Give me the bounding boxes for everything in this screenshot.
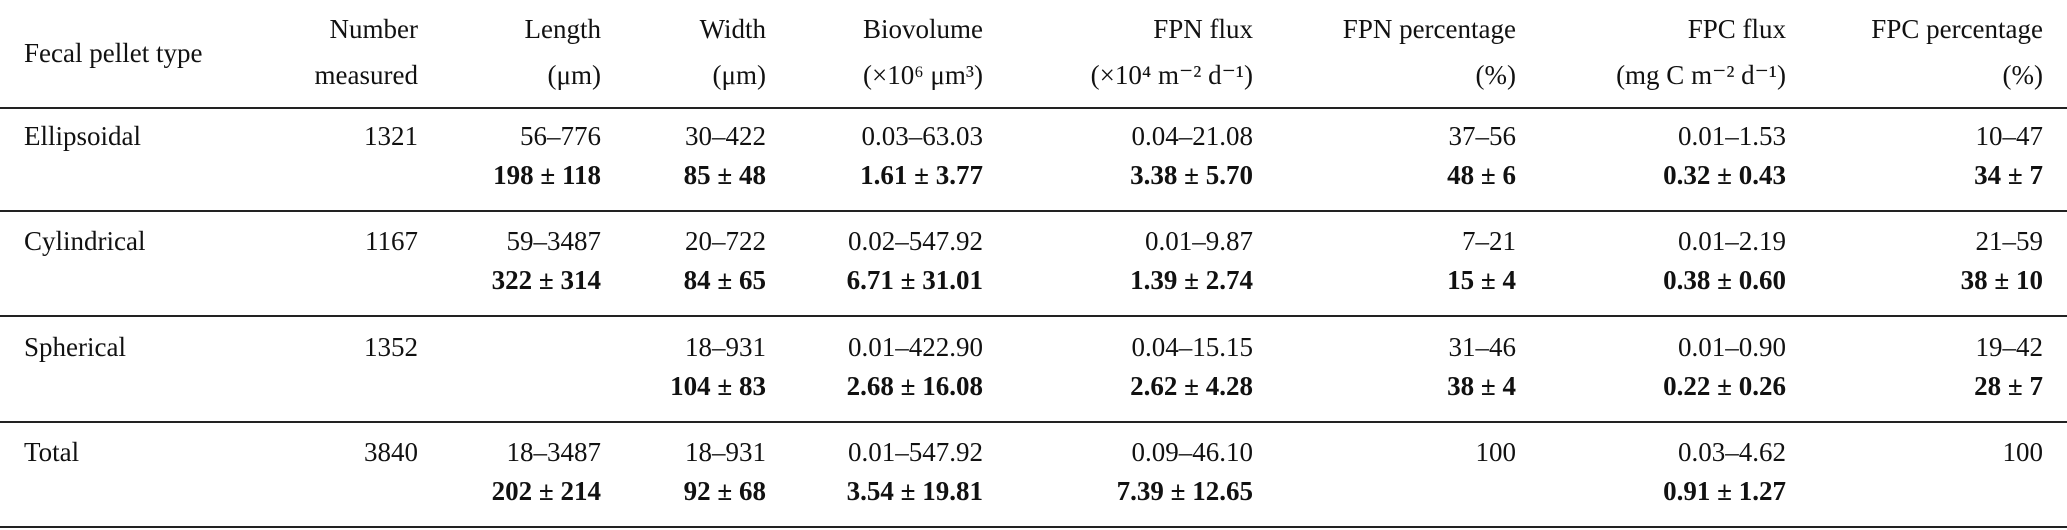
cell-mean: 0.32 ± 0.43 <box>1663 160 1786 190</box>
cell: 3840 <box>364 437 418 468</box>
cell-range: 7–21 <box>1462 226 1516 257</box>
header: measured <box>314 60 418 90</box>
header: (μm) <box>712 60 766 90</box>
rule <box>0 210 2067 212</box>
cell-range: 56–776 <box>520 121 601 151</box>
cell-range: 10–47 <box>1975 121 2044 151</box>
header: Fecal pellet type <box>24 38 203 68</box>
cell-range: 0.01–2.19 <box>1678 226 1786 257</box>
header: (%) <box>2002 60 2043 90</box>
cell-mean: 84 ± 65 <box>683 265 766 296</box>
cell-range: 59–3487 <box>506 226 602 257</box>
header: Width <box>699 14 766 44</box>
cell-mean: 15 ± 4 <box>1447 265 1516 296</box>
header: FPC percentage <box>1871 14 2043 44</box>
cell-range: 0.01–547.92 <box>848 437 983 468</box>
cell-range: 0.01–422.90 <box>848 331 983 362</box>
cell-range: 0.01–1.53 <box>1678 121 1786 151</box>
cell-range: 0.01–0.90 <box>1678 331 1786 362</box>
header: Biovolume <box>863 14 983 44</box>
cell-mean: 6.71 ± 31.01 <box>846 265 983 296</box>
cell-range: 0.09–46.10 <box>1131 437 1254 468</box>
header: (mg C m⁻² d⁻¹) <box>1616 60 1786 90</box>
header: (μm) <box>547 60 601 90</box>
cell-mean: 85 ± 48 <box>683 160 766 190</box>
cell-range: 30–422 <box>685 121 766 151</box>
cell-range: 0.02–547.92 <box>848 226 983 257</box>
cell-mean: 3.54 ± 19.81 <box>846 476 983 507</box>
cell-mean: 3.38 ± 5.70 <box>1130 160 1253 190</box>
header: (×10⁶ μm³) <box>863 60 983 90</box>
cell-mean: 0.22 ± 0.26 <box>1663 370 1786 401</box>
cell-mean: 38 ± 10 <box>1960 265 2043 296</box>
cell-range: 19–42 <box>1975 331 2044 362</box>
cell-range: 0.04–21.08 <box>1131 121 1254 151</box>
rule <box>0 526 2067 528</box>
cell-mean: 2.68 ± 16.08 <box>846 370 983 401</box>
cell-mean: 322 ± 314 <box>491 265 601 296</box>
header: (×10⁴ m⁻² d⁻¹) <box>1090 60 1253 90</box>
header: (%) <box>1475 60 1516 90</box>
cell-range: 0.03–63.03 <box>861 121 984 151</box>
cell-range: 0.01–9.87 <box>1145 226 1253 257</box>
cell-mean: 38 ± 4 <box>1447 370 1516 401</box>
cell-mean: 0.91 ± 1.27 <box>1663 476 1786 507</box>
cell-range: 0.04–15.15 <box>1131 331 1254 362</box>
cell-mean: 1.39 ± 2.74 <box>1130 265 1253 296</box>
rule <box>0 421 2067 423</box>
cell-range: 18–3487 <box>506 437 602 468</box>
row-label: Ellipsoidal <box>24 121 141 151</box>
cell-range: 0.03–4.62 <box>1678 437 1786 468</box>
cell-mean: 92 ± 68 <box>683 476 766 507</box>
rule <box>0 107 2067 109</box>
cell: 1321 <box>364 121 418 151</box>
cell: 1352 <box>364 331 418 362</box>
cell-mean: 0.38 ± 0.60 <box>1663 265 1786 296</box>
header: Length <box>524 14 601 44</box>
cell-range: 100 <box>1475 437 1517 468</box>
cell-mean: 198 ± 118 <box>493 160 601 190</box>
cell-range: 18–931 <box>685 331 766 362</box>
cell-range: 31–46 <box>1448 331 1517 362</box>
rule <box>0 315 2067 317</box>
cell-mean: 2.62 ± 4.28 <box>1130 370 1253 401</box>
header: FPC flux <box>1687 14 1786 44</box>
cell-range: 37–56 <box>1448 121 1517 151</box>
cell-range: 100 <box>2002 437 2044 468</box>
row-label: Total <box>24 437 80 468</box>
header: FPN percentage <box>1342 14 1516 44</box>
cell: 1167 <box>365 226 418 257</box>
cell-mean: 7.39 ± 12.65 <box>1116 476 1253 507</box>
cell-mean: 48 ± 6 <box>1447 160 1516 190</box>
cell-range: 21–59 <box>1975 226 2044 257</box>
header: FPN flux <box>1153 14 1253 44</box>
cell-mean: 34 ± 7 <box>1974 160 2043 190</box>
row-label: Cylindrical <box>24 226 146 257</box>
cell-mean: 104 ± 83 <box>670 370 766 401</box>
cell-mean: 1.61 ± 3.77 <box>860 160 983 190</box>
cell-range: 18–931 <box>685 437 766 468</box>
row-label: Spherical <box>24 331 126 362</box>
cell-mean: 28 ± 7 <box>1974 370 2043 401</box>
header: Number <box>329 14 418 44</box>
cell-mean: 202 ± 214 <box>491 476 601 507</box>
cell-range: 20–722 <box>685 226 766 257</box>
